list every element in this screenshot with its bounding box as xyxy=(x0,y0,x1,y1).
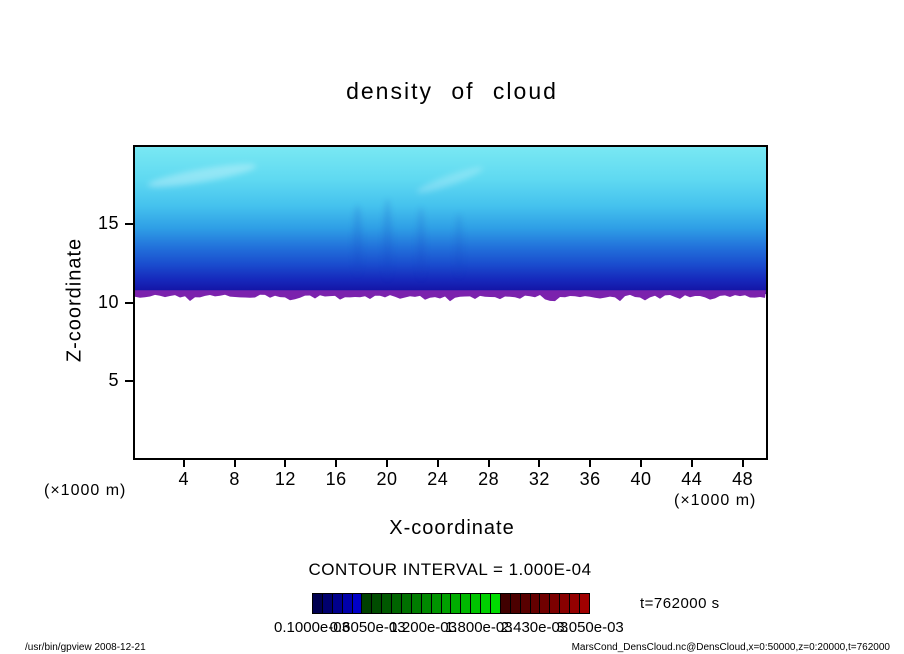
x-tick-label: 12 xyxy=(274,469,296,489)
y-tick-mark xyxy=(125,380,133,383)
colorbar-strip xyxy=(352,594,362,613)
contour-interval-text: CONTOUR INTERVAL = 1.000E-04 xyxy=(308,560,592,579)
colorbar-strip xyxy=(540,594,550,613)
x-tick-mark xyxy=(335,460,338,467)
x-axis-label: X-coordinate xyxy=(389,517,515,539)
chart-title: density of cloud xyxy=(346,78,558,104)
colorbar-strip xyxy=(580,594,589,613)
colorbar-strip xyxy=(451,594,461,613)
time-label: t=762000 s xyxy=(640,595,720,612)
x-tick-mark xyxy=(741,460,744,467)
y-axis-unit: (×1000 m) xyxy=(44,482,127,499)
colorbar-strip xyxy=(441,594,451,613)
y-tick-mark xyxy=(125,222,133,225)
colorbar-strip xyxy=(313,594,322,613)
x-tick-mark xyxy=(182,460,185,467)
colorbar-strip xyxy=(322,594,332,613)
x-tick-label: 32 xyxy=(528,469,550,489)
cloud-bottom-edge-icon xyxy=(135,290,766,302)
y-tick-label: 10 xyxy=(97,291,119,312)
footer-file-info: MarsCond_DensCloud.nc@DensCloud,x=0:5000… xyxy=(571,642,890,653)
colorbar-strip xyxy=(570,594,580,613)
colorbar-strip xyxy=(332,594,342,613)
colorbar-tick-label: 2.430e-03 xyxy=(500,619,569,636)
x-tick-mark xyxy=(436,460,439,467)
colorbar-strip xyxy=(500,594,510,613)
x-tick-label: 44 xyxy=(681,469,703,489)
y-tick-label: 15 xyxy=(97,212,119,233)
x-tick-mark xyxy=(640,460,642,467)
x-tick-mark xyxy=(386,460,388,467)
colorbar-strip xyxy=(342,594,352,613)
colorbar-strip xyxy=(550,594,560,613)
colorbar-strip xyxy=(382,594,392,613)
colorbar-strip xyxy=(491,594,500,613)
colorbar-strip xyxy=(461,594,471,613)
plot-area xyxy=(133,145,768,460)
x-tick-mark xyxy=(690,460,693,467)
y-axis-label: Z-coordinate xyxy=(63,237,86,363)
colorbar-strip xyxy=(362,594,372,613)
colorbar-strip xyxy=(392,594,402,613)
x-tick-mark xyxy=(538,460,541,467)
x-tick-label: 36 xyxy=(579,469,601,489)
colorbar-tick-label: 0.6050e-03 xyxy=(329,619,406,636)
cloud-fill xyxy=(135,147,766,294)
colorbar-strip xyxy=(530,594,540,613)
x-tick-mark xyxy=(284,460,287,467)
x-tick-label: 48 xyxy=(732,469,754,489)
x-tick-label: 4 xyxy=(178,469,190,489)
y-tick-label: 5 xyxy=(108,370,119,391)
x-tick-label: 28 xyxy=(478,469,500,489)
colorbar-labels: 0.1000e-03 0.6050e-03 1.200e-03 1.800e-03 2.… xyxy=(274,619,624,637)
x-tick-label: 16 xyxy=(325,469,347,489)
colorbar-strip xyxy=(481,594,491,613)
x-tick-mark xyxy=(589,460,592,467)
colorbar xyxy=(312,593,590,614)
colorbar-strip xyxy=(421,594,431,613)
x-tick-mark xyxy=(487,460,490,467)
x-tick-label: 24 xyxy=(427,469,449,489)
colorbar-tick-label: 1.800e-03 xyxy=(445,619,513,636)
colorbar-strip xyxy=(520,594,530,613)
y-tick-mark xyxy=(125,301,133,304)
x-tick-label: 40 xyxy=(630,469,652,489)
colorbar-tick-label: 3.050e-03 xyxy=(556,619,624,636)
colorbar-tick-label: 1.200e-03 xyxy=(389,619,457,636)
x-tick-mark xyxy=(233,460,236,467)
colorbar-strip xyxy=(510,594,520,613)
colorbar-strip xyxy=(411,594,421,613)
footer-command: /usr/bin/gpview 2008-12-21 xyxy=(25,642,146,653)
x-axis-unit: (×1000 m) xyxy=(674,492,757,509)
x-tick-label: 20 xyxy=(376,469,398,489)
x-tick-label: 8 xyxy=(229,469,240,489)
colorbar-strip xyxy=(402,594,411,613)
colorbar-strip xyxy=(560,594,570,613)
colorbar-tick-label: 0.1000e-03 xyxy=(274,619,350,636)
colorbar-strip xyxy=(372,594,382,613)
colorbar-strip xyxy=(471,594,481,613)
colorbar-strip xyxy=(431,594,441,613)
